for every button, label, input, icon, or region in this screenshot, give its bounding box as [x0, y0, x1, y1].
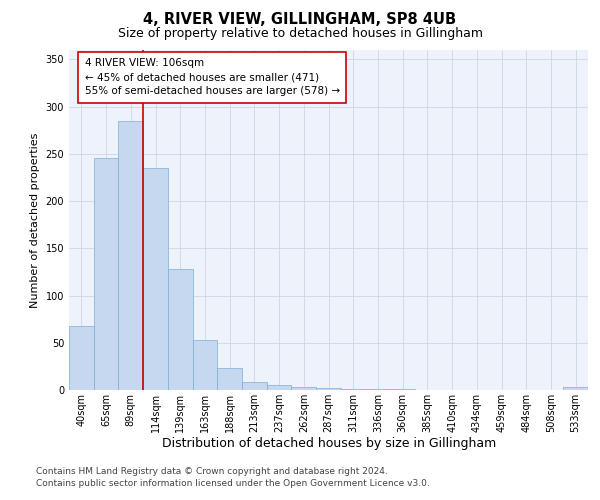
- Bar: [193, 340, 217, 390]
- Bar: [365, 389, 390, 390]
- Bar: [316, 388, 341, 390]
- Bar: [390, 389, 415, 390]
- Bar: [563, 387, 588, 390]
- Text: 4 RIVER VIEW: 106sqm
← 45% of detached houses are smaller (471)
55% of semi-deta: 4 RIVER VIEW: 106sqm ← 45% of detached h…: [85, 58, 340, 96]
- Bar: [69, 326, 94, 390]
- Bar: [94, 158, 118, 390]
- Text: Distribution of detached houses by size in Gillingham: Distribution of detached houses by size …: [161, 438, 496, 450]
- Y-axis label: Number of detached properties: Number of detached properties: [30, 132, 40, 308]
- Bar: [242, 382, 267, 390]
- Bar: [143, 168, 168, 390]
- Bar: [118, 121, 143, 390]
- Bar: [341, 389, 365, 390]
- Text: Size of property relative to detached houses in Gillingham: Size of property relative to detached ho…: [118, 28, 482, 40]
- Bar: [168, 269, 193, 390]
- Text: 4, RIVER VIEW, GILLINGHAM, SP8 4UB: 4, RIVER VIEW, GILLINGHAM, SP8 4UB: [143, 12, 457, 28]
- Bar: [267, 386, 292, 390]
- Text: Contains HM Land Registry data © Crown copyright and database right 2024.: Contains HM Land Registry data © Crown c…: [36, 468, 388, 476]
- Bar: [217, 368, 242, 390]
- Text: Contains public sector information licensed under the Open Government Licence v3: Contains public sector information licen…: [36, 479, 430, 488]
- Bar: [292, 387, 316, 390]
